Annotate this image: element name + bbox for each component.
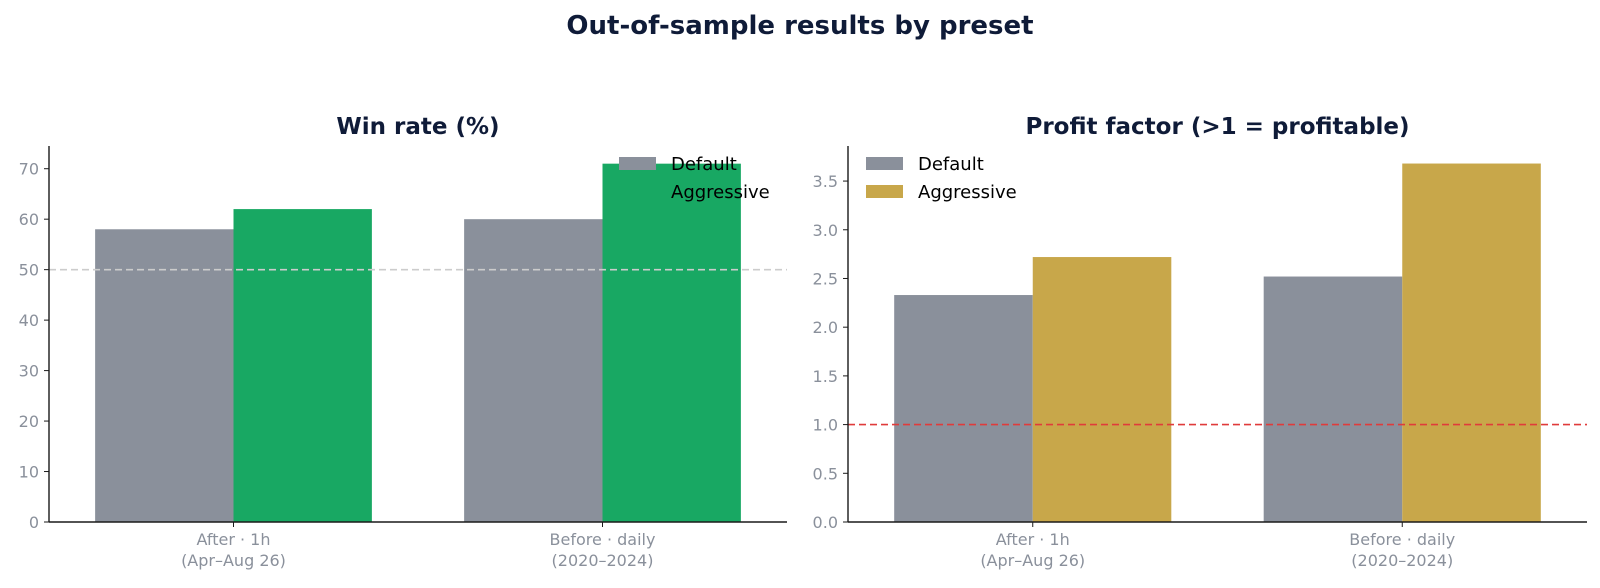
winrate-bar-default-2 bbox=[464, 219, 603, 522]
winrate-bar-aggressive-2 bbox=[602, 163, 741, 522]
pf-y-tick-label: 1.0 bbox=[813, 416, 838, 435]
pf-bar-default-1 bbox=[894, 295, 1033, 522]
winrate-legend-swatch-default bbox=[619, 157, 656, 170]
pf-bar-aggressive-1 bbox=[1032, 257, 1172, 522]
winrate-chart-title: Win rate (%) bbox=[336, 114, 499, 140]
pf-y-tick-label: 3.0 bbox=[813, 221, 838, 240]
pf-bar-default-2 bbox=[1263, 276, 1403, 522]
pf-y-tick-label: 3.5 bbox=[813, 172, 838, 191]
winrate-legend-label-default: Default bbox=[671, 154, 737, 175]
pf-x-tick-label: (Apr–Aug 26) bbox=[980, 551, 1085, 570]
winrate-y-tick-label: 70 bbox=[19, 160, 39, 179]
winrate-y-tick-label: 30 bbox=[19, 362, 39, 381]
winrate-y-tick-label: 20 bbox=[19, 412, 39, 431]
pf-y-tick-label: 1.5 bbox=[813, 367, 838, 386]
pf-x-tick-label: Before · daily bbox=[1349, 530, 1455, 549]
winrate-y-tick-label: 60 bbox=[19, 210, 39, 229]
winrate-x-tick-label: (Apr–Aug 26) bbox=[181, 551, 286, 570]
win-rate-panel: Win rate (%) 0 10 20 30 40 50 60 70 After · 1h (Ap… bbox=[19, 114, 787, 570]
pf-legend-swatch-aggressive bbox=[866, 185, 903, 198]
pf-y-tick-label: 0.5 bbox=[813, 464, 838, 483]
figure-title: Out-of-sample results by preset bbox=[566, 11, 1033, 41]
winrate-legend-swatch-aggressive bbox=[619, 185, 656, 198]
pf-legend: Default Aggressive bbox=[866, 154, 1017, 203]
winrate-x-tick-label: After · 1h bbox=[197, 530, 271, 549]
pf-y-tick-label: 2.0 bbox=[813, 318, 838, 337]
winrate-bar-default-1 bbox=[95, 229, 234, 523]
winrate-legend: Default Aggressive bbox=[619, 154, 770, 203]
winrate-x-tick-label: Before · daily bbox=[550, 530, 656, 549]
winrate-y-tick-label: 0 bbox=[29, 513, 39, 532]
winrate-y-tick-label: 40 bbox=[19, 311, 39, 330]
pf-y-tick-label: 0.0 bbox=[813, 513, 838, 532]
winrate-y-tick-label: 50 bbox=[19, 261, 39, 280]
winrate-bar-aggressive-1 bbox=[233, 209, 372, 522]
pf-legend-label-aggressive: Aggressive bbox=[918, 182, 1017, 203]
pf-chart-title: Profit factor (>1 = profitable) bbox=[1025, 114, 1409, 140]
pf-x-tick-label: After · 1h bbox=[996, 530, 1070, 549]
pf-legend-label-default: Default bbox=[918, 154, 984, 175]
profit-factor-panel: Profit factor (>1 = profitable) 0.0 0.5 1.0… bbox=[813, 114, 1587, 570]
pf-bar-aggressive-2 bbox=[1402, 163, 1541, 522]
pf-legend-swatch-default bbox=[866, 157, 903, 170]
winrate-legend-label-aggressive: Aggressive bbox=[671, 182, 770, 203]
winrate-x-tick-label: (2020–2024) bbox=[552, 551, 654, 570]
pf-y-tick-label: 2.5 bbox=[813, 269, 838, 288]
pf-x-tick-label: (2020–2024) bbox=[1351, 551, 1453, 570]
winrate-y-tick-label: 10 bbox=[19, 463, 39, 482]
